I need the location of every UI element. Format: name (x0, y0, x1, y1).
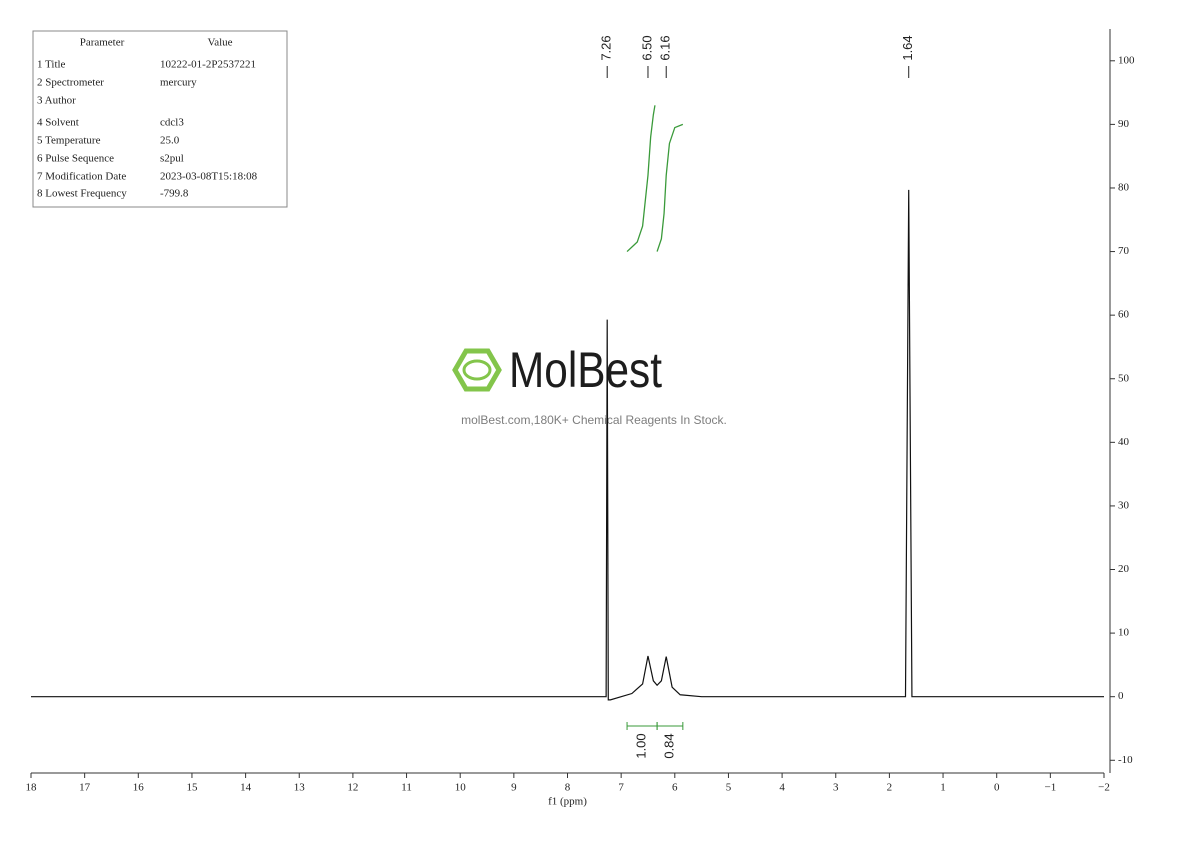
watermark-brand: MolBest (509, 342, 662, 398)
table-value: 2023-03-08T15:18:08 (160, 171, 258, 183)
table-parameter: 8 Lowest Frequency (37, 188, 127, 200)
watermark: MolBest molBest.com,180K+ Chemical Reage… (452, 342, 727, 427)
table-parameter: 2 Spectrometer (37, 77, 104, 89)
x-tick-label: −2 (1098, 782, 1110, 794)
x-tick-label: 3 (833, 782, 839, 794)
y-tick-label: 30 (1118, 499, 1130, 511)
table-header: Parameter (80, 37, 125, 49)
x-tick-label: 9 (511, 782, 517, 794)
x-tick-label: 16 (133, 782, 145, 794)
peak-label: 6.50 (639, 35, 654, 60)
table-border (32, 30, 288, 208)
x-tick-label: 7 (618, 782, 624, 794)
y-tick-label: 50 (1118, 372, 1130, 384)
y-tick-label: 0 (1118, 690, 1124, 702)
watermark-tagline: molBest.com,180K+ Chemical Reagents In S… (461, 413, 727, 427)
table-value: s2pul (160, 153, 184, 165)
peak-label: 1.64 (900, 35, 915, 60)
peak-label: 7.26 (599, 35, 614, 60)
y-tick-label: 60 (1118, 309, 1130, 321)
x-tick-label: 1 (940, 782, 946, 794)
y-tick-label: 40 (1118, 436, 1130, 448)
logo-hexagon (452, 348, 502, 392)
table-parameter: 6 Pulse Sequence (37, 153, 114, 165)
x-tick-label: 14 (240, 782, 252, 794)
x-tick-label: 13 (294, 782, 306, 794)
x-tick-label: 10 (455, 782, 467, 794)
parameter-table: Parameter Value (32, 30, 288, 208)
x-tick-label: 2 (887, 782, 893, 794)
table-parameter: 5 Temperature (37, 135, 101, 147)
logo-ring (462, 359, 492, 381)
y-tick-label: 10 (1118, 627, 1130, 639)
x-tick-label: 4 (779, 782, 785, 794)
integral-label: 0.84 (661, 733, 676, 758)
table-parameter: 4 Solvent (37, 117, 79, 129)
y-tick-label: 80 (1118, 182, 1130, 194)
y-tick-label: 20 (1118, 563, 1130, 575)
table-value: mercury (160, 77, 197, 89)
integral-curve (626, 105, 656, 253)
spectrum-line (31, 189, 1104, 701)
x-tick-label: −1 (1044, 782, 1056, 794)
x-tick-label: 11 (401, 782, 412, 794)
x-tick-label: 5 (726, 782, 732, 794)
x-tick-label: 6 (672, 782, 678, 794)
integral-curve (656, 123, 684, 252)
y-tick-label: -10 (1118, 754, 1133, 766)
x-tick-label: 18 (26, 782, 38, 794)
x-tick-label: 12 (347, 782, 358, 794)
table-value: 25.0 (160, 135, 180, 147)
x-tick-label: 15 (186, 782, 198, 794)
integral-label: 1.00 (634, 733, 649, 758)
x-tick-label: 0 (994, 782, 1000, 794)
y-tick-label: 100 (1118, 54, 1135, 66)
y-tick-label: 90 (1118, 118, 1130, 130)
x-tick-label: 8 (565, 782, 571, 794)
table-parameter: 1 Title (37, 59, 66, 71)
table-value: -799.8 (160, 188, 189, 200)
table-header: Value (207, 37, 232, 49)
y-tick-label: 70 (1118, 245, 1130, 257)
table-value: cdcl3 (160, 117, 184, 129)
x-tick-label: 17 (79, 782, 91, 794)
table-parameter: 7 Modification Date (37, 171, 126, 183)
x-axis-label: f1 (ppm) (548, 796, 587, 808)
peak-label: 6.16 (658, 35, 673, 60)
table-value: 10222-01-2P2537221 (160, 59, 256, 71)
table-parameter: 3 Author (37, 95, 76, 107)
